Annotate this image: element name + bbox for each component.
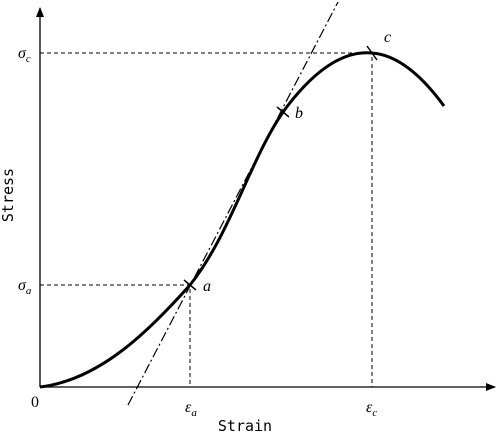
y-axis-label: Stress xyxy=(0,168,17,222)
point-tick xyxy=(276,106,290,118)
point-tick xyxy=(183,279,197,291)
point-label: c xyxy=(384,29,391,46)
origin-label: 0 xyxy=(31,394,39,411)
point-tick xyxy=(366,45,378,61)
guide-c xyxy=(40,52,373,387)
tangent-line xyxy=(127,1,339,406)
stress-strain-curve xyxy=(39,51,446,389)
subscript: a xyxy=(191,407,197,419)
symbol: ε xyxy=(185,399,192,416)
x-symbol: εa xyxy=(185,399,197,419)
subscript: c xyxy=(26,53,31,65)
point-label: a xyxy=(203,278,211,295)
y-symbol: σa xyxy=(18,277,32,297)
symbol: σ xyxy=(18,277,27,294)
symbol: σ xyxy=(18,45,27,62)
guide-a xyxy=(40,284,191,387)
x-symbol: εc xyxy=(366,399,377,419)
symbol: ε xyxy=(366,399,373,416)
y-symbol: σc xyxy=(18,45,31,65)
x-axis-label: Strain xyxy=(218,417,272,435)
subscript: a xyxy=(26,285,32,297)
point-label: b xyxy=(295,105,303,122)
subscript: c xyxy=(372,407,377,419)
